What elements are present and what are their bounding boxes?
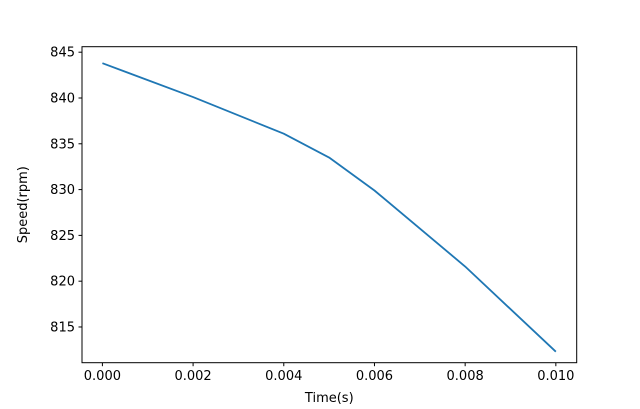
x-tick-label: 0.008 bbox=[447, 369, 484, 384]
x-tick-label: 0.002 bbox=[174, 369, 211, 384]
y-tick-label: 845 bbox=[50, 46, 75, 61]
y-tick-label: 820 bbox=[50, 275, 75, 290]
x-tick-label: 0.006 bbox=[356, 369, 393, 384]
y-tick-label: 815 bbox=[50, 320, 75, 335]
y-axis-title: Speed(rpm) bbox=[16, 166, 31, 243]
y-tick-label: 825 bbox=[50, 229, 75, 244]
speed-series-line bbox=[102, 62, 557, 353]
x-tick-label: 0.004 bbox=[265, 369, 302, 384]
x-tick-label: 0.000 bbox=[84, 369, 121, 384]
y-tick-label: 835 bbox=[50, 137, 75, 152]
y-tick-label: 840 bbox=[50, 91, 75, 106]
axes-frame bbox=[81, 46, 578, 364]
y-tick-label: 830 bbox=[50, 183, 75, 198]
x-axis-title: Time(s) bbox=[304, 391, 354, 406]
x-tick-label: 0.010 bbox=[537, 369, 574, 384]
